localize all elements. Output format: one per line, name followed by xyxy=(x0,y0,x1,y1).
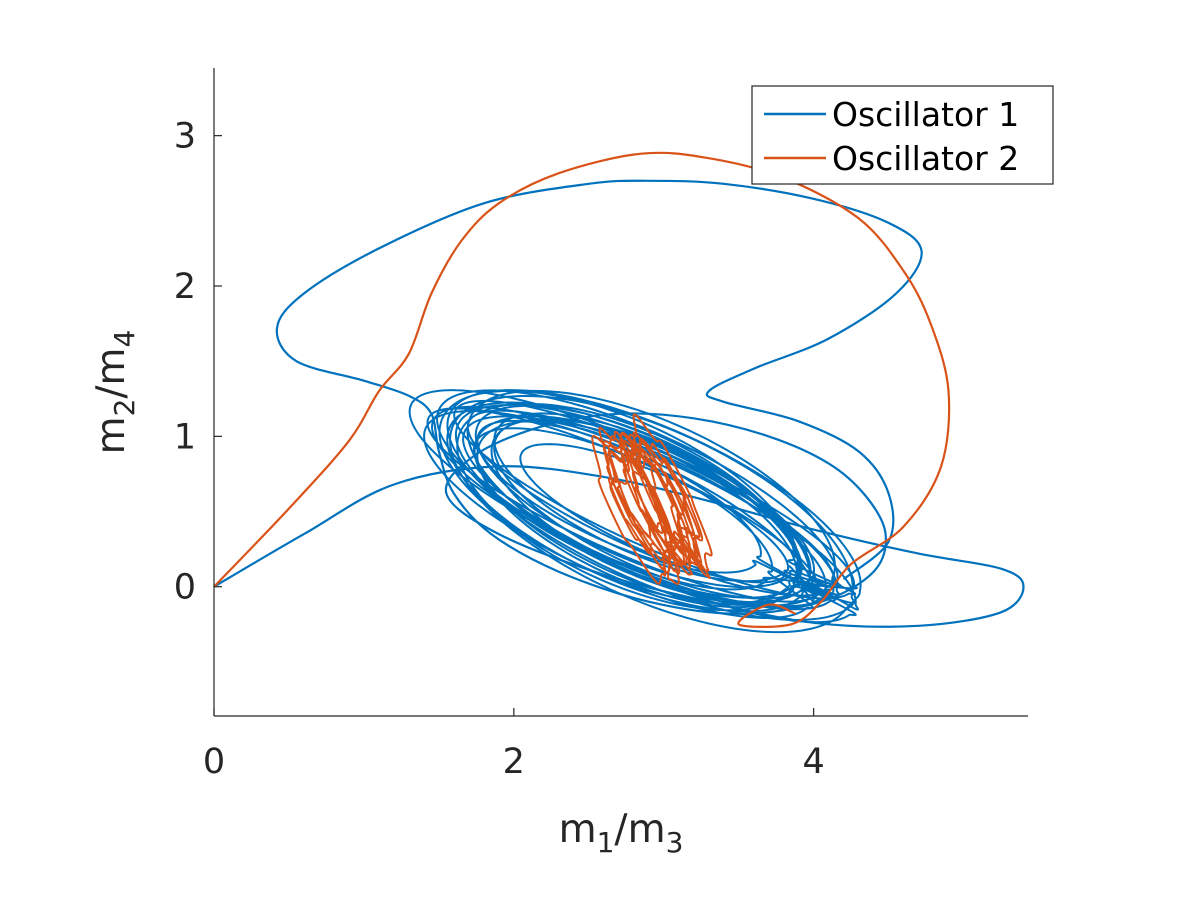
legend-label-oscillator-1: Oscillator 1 xyxy=(832,95,1019,134)
series-oscillator-2-attractor xyxy=(591,413,713,585)
series-oscillator-1-attractor xyxy=(408,389,862,634)
x-axis-label: m1/m3 xyxy=(559,807,684,859)
x-ticks: 0 2 4 xyxy=(203,708,825,782)
legend-box xyxy=(751,85,1054,185)
y-axis-label: m2/m4 xyxy=(89,330,141,455)
series-oscillator-1 xyxy=(213,179,1025,634)
x-tick-label: 2 xyxy=(503,742,525,782)
y-tick-label: 3 xyxy=(174,117,196,157)
x-tick-label: 0 xyxy=(203,742,225,782)
y-tick-label: 1 xyxy=(174,417,196,457)
legend-label-oscillator-2: Oscillator 2 xyxy=(832,139,1019,178)
y-tick-label: 2 xyxy=(174,267,196,307)
x-tick-label: 4 xyxy=(802,742,824,782)
y-ticks: 0 1 2 3 xyxy=(174,117,222,608)
y-tick-label: 0 xyxy=(174,568,196,608)
legend: Oscillator 1 Oscillator 2 xyxy=(751,85,1054,185)
